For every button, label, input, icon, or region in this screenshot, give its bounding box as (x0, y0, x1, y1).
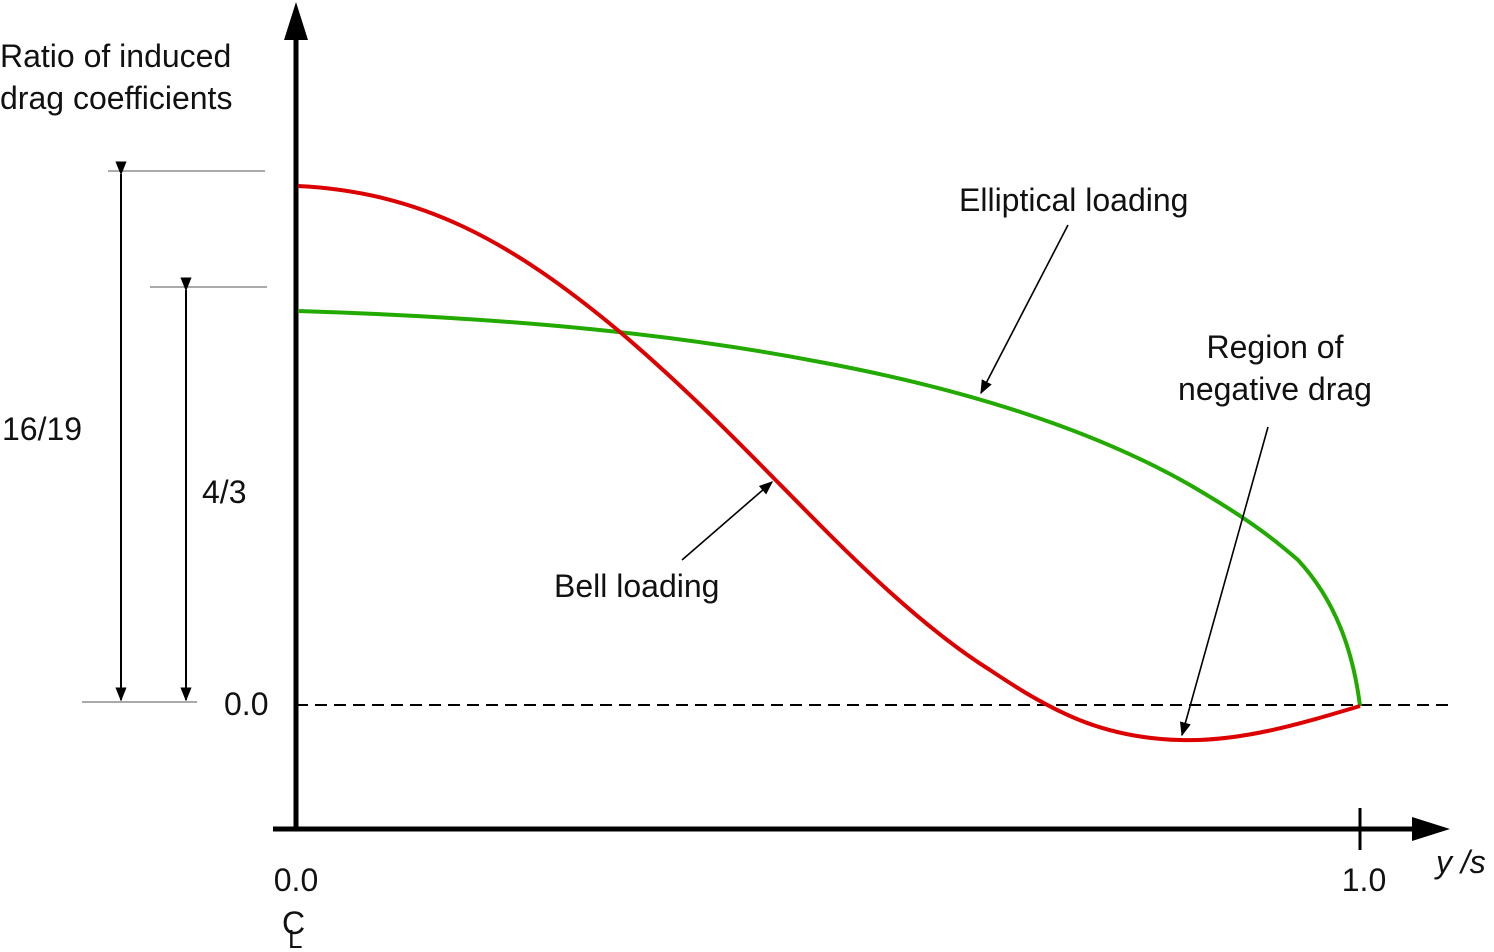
y-axis-arrowhead (284, 2, 308, 40)
x-tick-start-label: 0.0 (274, 862, 318, 898)
zero-line-label: 0.0 (224, 686, 268, 722)
svg-text:C: C (282, 905, 305, 941)
centerline-symbol: C L (282, 905, 305, 952)
x-axis-arrowhead (1412, 817, 1450, 841)
negative-drag-label-line2: negative drag (1178, 371, 1372, 407)
negative-drag-leader-arrow (1179, 426, 1269, 737)
bell-loading-curve (297, 184, 1361, 743)
negative-drag-label-line1: Region of (1207, 329, 1344, 365)
x-axis-label: y /s (1434, 844, 1486, 880)
elliptical-loading-label: Elliptical loading (959, 182, 1188, 218)
x-tick-end-label: 1.0 (1342, 862, 1386, 898)
y-axis-title-line2: drag coefficients (0, 80, 232, 116)
bell-leader-arrow (681, 481, 774, 561)
elliptical-leader-arrow (980, 224, 1069, 395)
elliptical-loading-curve (297, 309, 1362, 707)
bell-ratio-label: 16/19 (2, 411, 82, 447)
y-axis-title-line1: Ratio of induced (0, 38, 231, 74)
elliptical-ratio-label: 4/3 (202, 474, 246, 510)
svg-text:L: L (288, 924, 302, 952)
bell-loading-label: Bell loading (554, 568, 719, 604)
